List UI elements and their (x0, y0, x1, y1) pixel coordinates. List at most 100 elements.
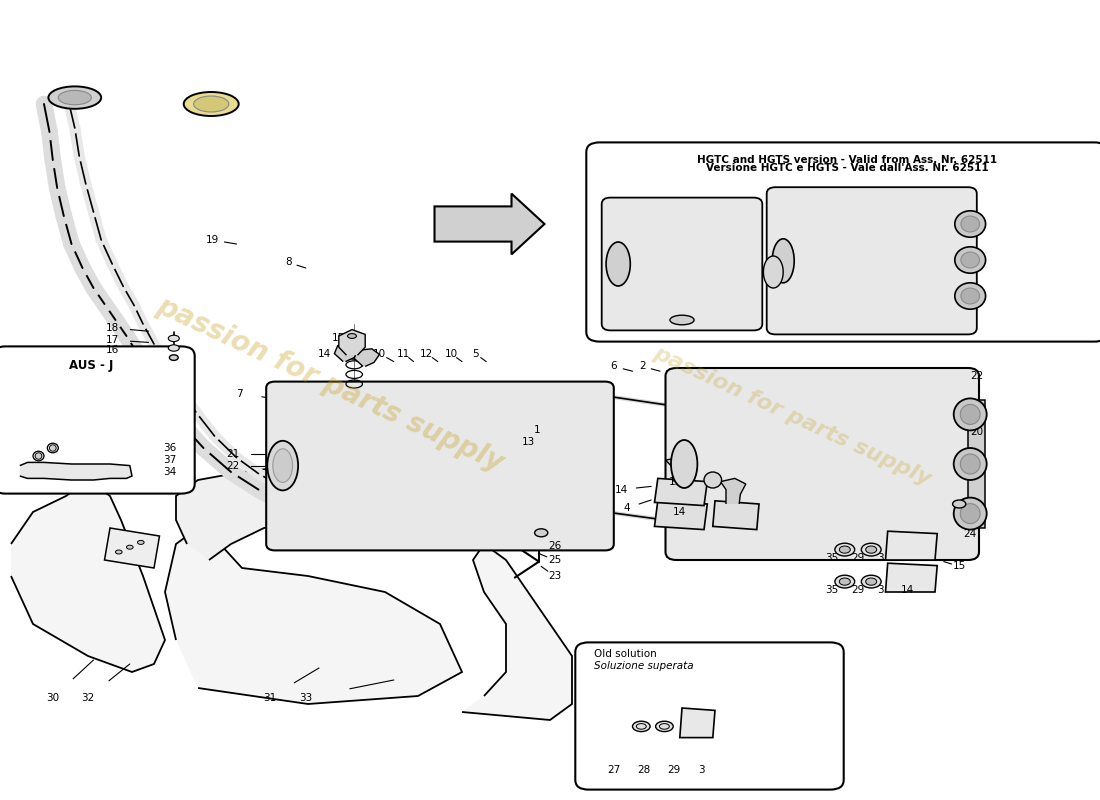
Polygon shape (434, 194, 544, 254)
Text: passion for parts supply: passion for parts supply (650, 342, 934, 490)
Text: 33: 33 (299, 693, 312, 702)
Ellipse shape (955, 210, 986, 238)
Ellipse shape (839, 578, 850, 586)
FancyBboxPatch shape (0, 346, 195, 494)
Text: 14: 14 (615, 485, 628, 494)
Text: 26: 26 (548, 541, 561, 550)
Text: 25: 25 (964, 517, 977, 526)
Ellipse shape (632, 722, 650, 731)
Ellipse shape (961, 288, 980, 304)
Ellipse shape (954, 448, 987, 480)
Text: 13: 13 (521, 437, 535, 446)
PathPatch shape (165, 528, 462, 704)
Text: Soluzione superata: Soluzione superata (594, 661, 694, 670)
Bar (614, 739, 623, 744)
Text: 21: 21 (227, 450, 240, 459)
Ellipse shape (47, 443, 58, 453)
Text: 7: 7 (236, 389, 243, 398)
Text: 14: 14 (318, 349, 331, 358)
Text: 8: 8 (285, 258, 292, 267)
Text: 1: 1 (695, 317, 702, 326)
Text: AUS - J: AUS - J (69, 359, 113, 372)
Text: 28: 28 (637, 765, 650, 774)
Text: passion for parts supply: passion for parts supply (152, 291, 508, 477)
Text: 35: 35 (825, 586, 838, 595)
Ellipse shape (138, 541, 144, 544)
Ellipse shape (348, 334, 356, 338)
Ellipse shape (861, 543, 881, 556)
Ellipse shape (194, 96, 229, 112)
Ellipse shape (671, 440, 697, 488)
Ellipse shape (670, 315, 694, 325)
Polygon shape (654, 501, 707, 530)
Text: 16: 16 (106, 346, 119, 355)
Text: HGTC and HGTS version - Valid from Ass. Nr. 62511: HGTC and HGTS version - Valid from Ass. … (697, 155, 997, 165)
Ellipse shape (960, 504, 980, 524)
Text: 32: 32 (81, 693, 95, 702)
PathPatch shape (176, 464, 484, 560)
FancyBboxPatch shape (586, 142, 1100, 342)
Text: 2: 2 (639, 362, 646, 371)
Text: 3: 3 (698, 765, 705, 774)
Ellipse shape (656, 722, 673, 731)
Polygon shape (886, 531, 937, 560)
PathPatch shape (354, 349, 379, 366)
FancyBboxPatch shape (666, 368, 979, 560)
Polygon shape (968, 400, 984, 528)
Polygon shape (886, 563, 937, 592)
Ellipse shape (961, 252, 980, 268)
Text: 12: 12 (420, 349, 433, 358)
PathPatch shape (11, 480, 165, 672)
Ellipse shape (535, 529, 548, 537)
Text: 17: 17 (106, 335, 119, 345)
FancyBboxPatch shape (767, 187, 977, 334)
Text: 18: 18 (106, 323, 119, 333)
Polygon shape (654, 478, 707, 506)
Text: 35: 35 (825, 554, 838, 563)
Text: 19: 19 (206, 235, 219, 245)
PathPatch shape (339, 330, 365, 355)
Polygon shape (713, 501, 759, 530)
Ellipse shape (866, 578, 877, 586)
Text: 22: 22 (970, 371, 983, 381)
Ellipse shape (960, 405, 980, 424)
Ellipse shape (835, 575, 855, 588)
Ellipse shape (169, 354, 178, 360)
Ellipse shape (955, 246, 986, 274)
Polygon shape (680, 708, 715, 738)
PathPatch shape (720, 478, 746, 504)
Text: 2: 2 (877, 317, 883, 326)
Text: 26: 26 (964, 506, 977, 515)
PathPatch shape (20, 462, 132, 480)
Text: Old solution: Old solution (594, 650, 657, 659)
Text: 5: 5 (472, 349, 478, 358)
Polygon shape (104, 528, 160, 568)
Text: 14: 14 (673, 507, 686, 517)
Ellipse shape (184, 92, 239, 116)
Text: 24: 24 (964, 530, 977, 539)
FancyBboxPatch shape (266, 382, 614, 550)
Ellipse shape (835, 543, 855, 556)
Ellipse shape (961, 216, 980, 232)
Text: 34: 34 (163, 467, 176, 477)
Text: 37: 37 (163, 455, 176, 465)
Text: 29: 29 (851, 586, 865, 595)
Text: 30: 30 (46, 693, 59, 702)
Ellipse shape (704, 472, 722, 488)
Ellipse shape (763, 256, 783, 288)
Ellipse shape (168, 335, 179, 342)
Ellipse shape (58, 90, 91, 105)
Text: 6: 6 (610, 362, 617, 371)
Text: 11: 11 (397, 349, 410, 358)
Text: 4: 4 (624, 503, 630, 513)
Text: 3: 3 (877, 554, 883, 563)
Text: 9: 9 (349, 349, 355, 358)
Ellipse shape (954, 398, 987, 430)
Ellipse shape (116, 550, 122, 554)
Ellipse shape (267, 441, 298, 490)
FancyBboxPatch shape (575, 642, 844, 790)
Text: 23: 23 (548, 571, 561, 581)
Ellipse shape (960, 454, 980, 474)
Text: 1: 1 (534, 426, 540, 435)
Text: 15: 15 (953, 562, 966, 571)
